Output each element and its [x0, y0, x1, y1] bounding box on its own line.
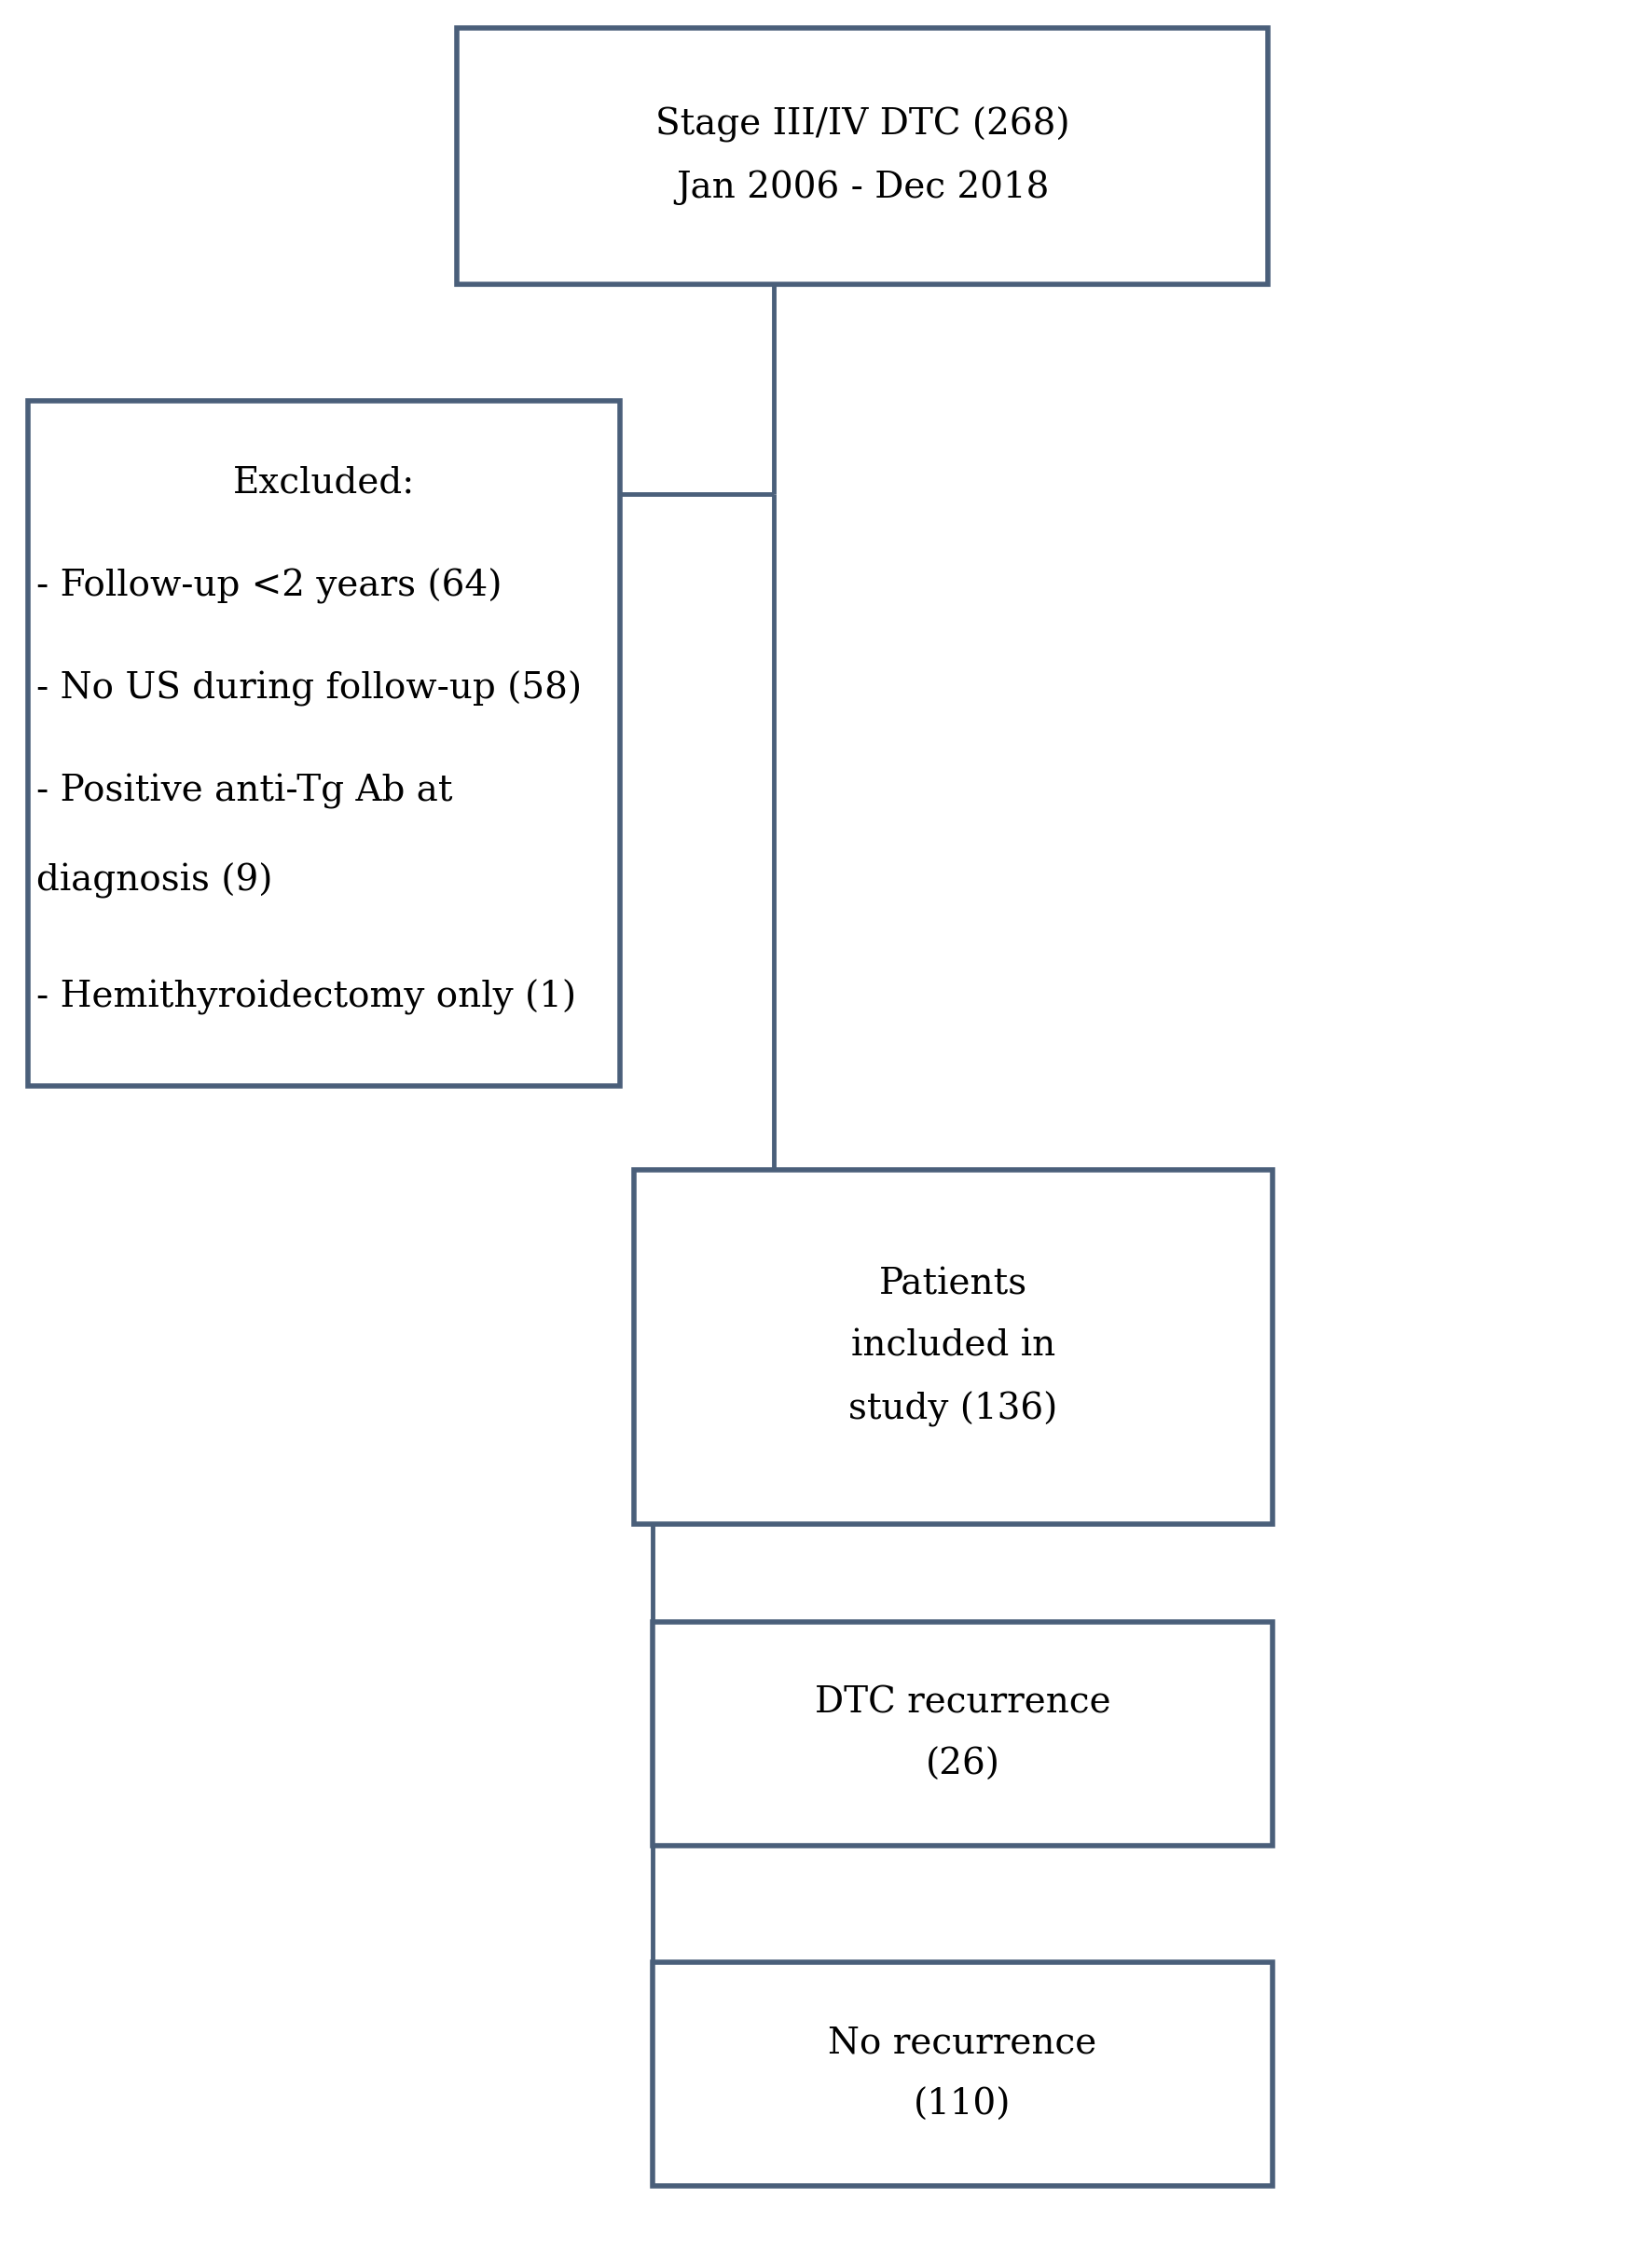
- Text: - Follow-up <2 years (64): - Follow-up <2 years (64): [36, 569, 502, 603]
- FancyBboxPatch shape: [634, 1170, 1272, 1523]
- Text: - Hemithyroidectomy only (1): - Hemithyroidectomy only (1): [36, 979, 577, 1016]
- Text: Stage III/IV DTC (268)
Jan 2006 - Dec 2018: Stage III/IV DTC (268) Jan 2006 - Dec 20…: [656, 107, 1069, 206]
- FancyBboxPatch shape: [28, 401, 620, 1086]
- FancyBboxPatch shape: [458, 27, 1267, 283]
- Text: DTC recurrence
(26): DTC recurrence (26): [814, 1687, 1110, 1782]
- Text: Excluded:: Excluded:: [233, 465, 415, 501]
- Text: - No US during follow-up (58): - No US during follow-up (58): [36, 671, 582, 707]
- FancyBboxPatch shape: [653, 1963, 1272, 2185]
- Text: Patients
included in
study (136): Patients included in study (136): [849, 1267, 1057, 1426]
- Text: diagnosis (9): diagnosis (9): [36, 861, 273, 898]
- Text: - Positive anti-Tg Ab at: - Positive anti-Tg Ab at: [36, 773, 453, 809]
- Text: No recurrence
(110): No recurrence (110): [828, 2027, 1097, 2122]
- FancyBboxPatch shape: [653, 1621, 1272, 1845]
